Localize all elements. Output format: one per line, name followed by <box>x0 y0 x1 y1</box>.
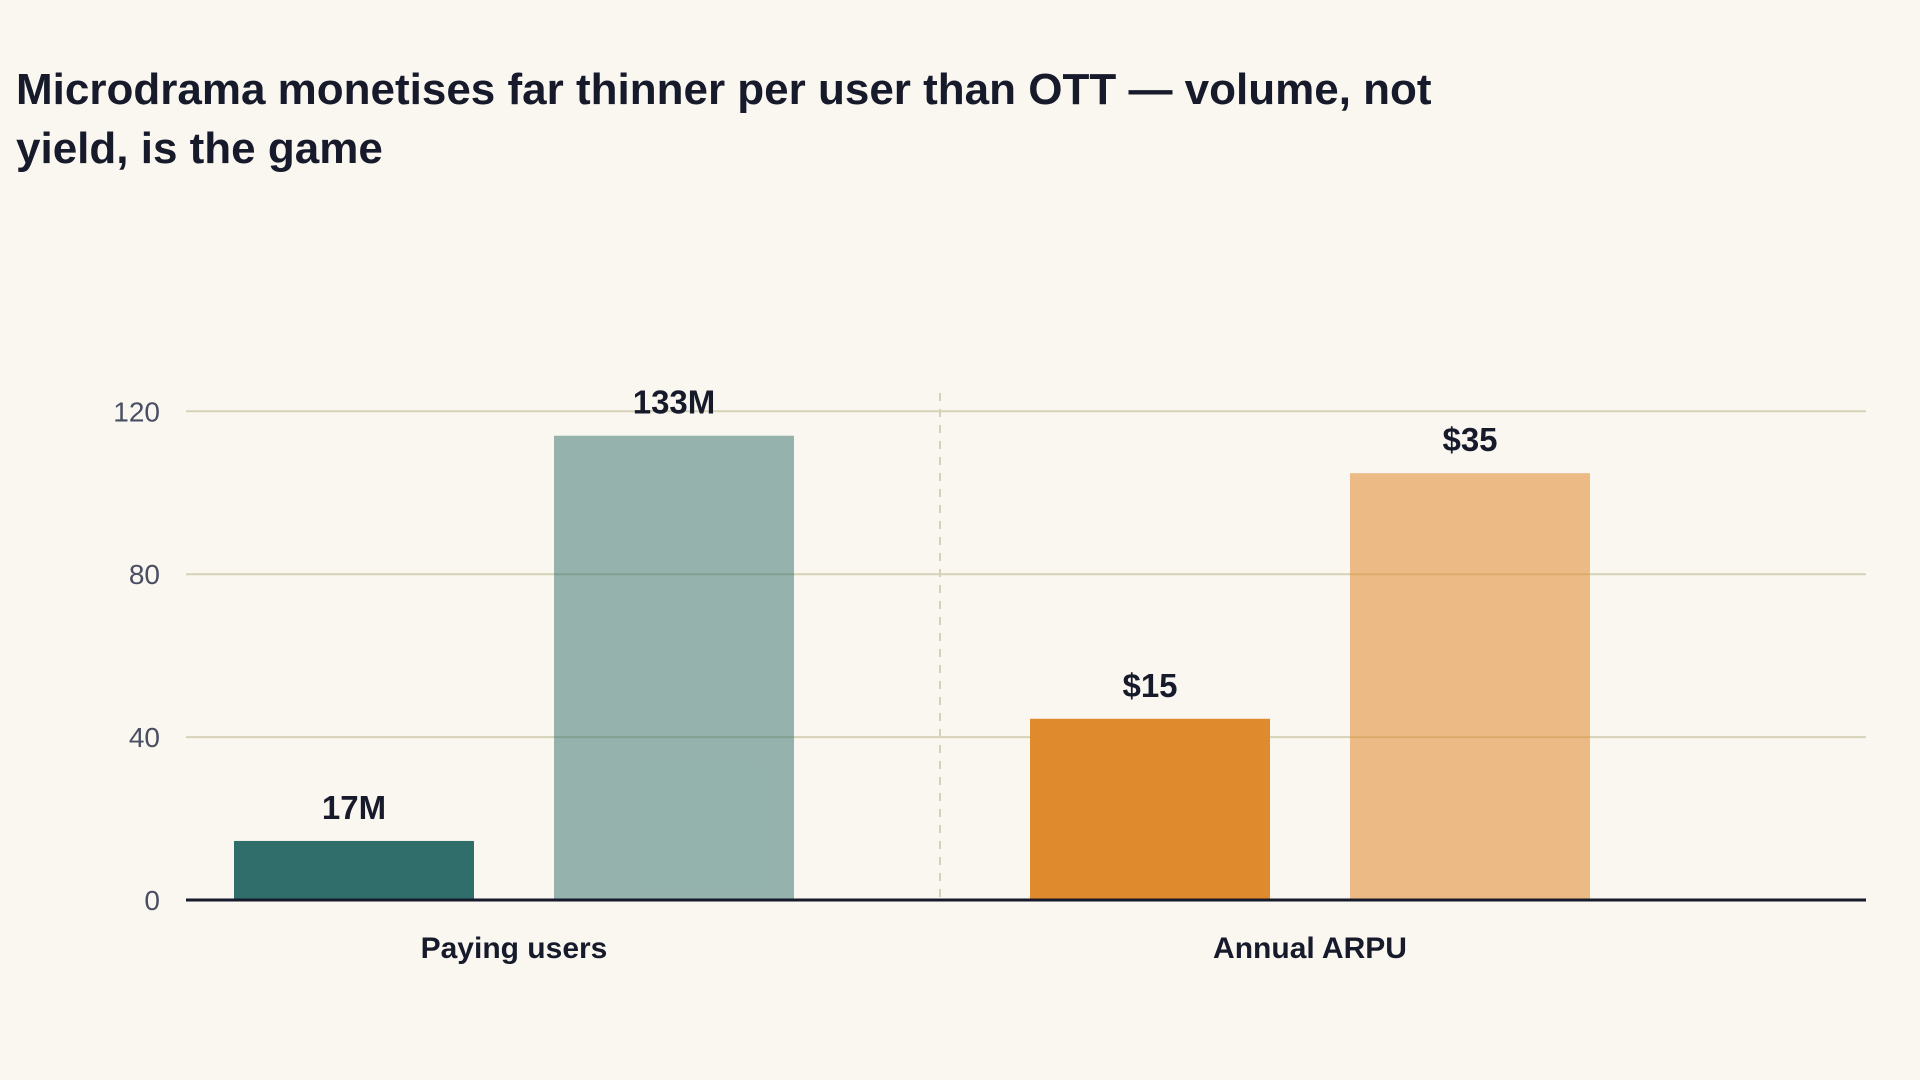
y-tick-label: 40 <box>129 722 160 753</box>
y-tick-label: 120 <box>113 396 160 427</box>
y-tick-label: 80 <box>129 559 160 590</box>
y-tick-label: 0 <box>144 885 160 916</box>
x-category-label: Annual ARPU <box>1213 932 1407 965</box>
x-category-label: Paying users <box>421 932 608 965</box>
data-label: $15 <box>1122 667 1177 704</box>
data-label: $35 <box>1442 421 1497 458</box>
data-label: 17M <box>322 789 386 826</box>
bar <box>554 435 794 900</box>
chart-title: Microdrama monetises far thinner per use… <box>16 65 1432 173</box>
data-label: 133M <box>633 384 716 421</box>
bar <box>234 840 474 900</box>
bar <box>1030 718 1270 900</box>
bar <box>1350 473 1590 900</box>
